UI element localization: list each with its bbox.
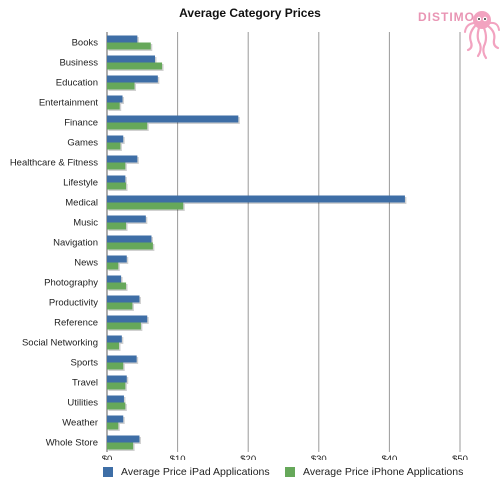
legend-item-iphone: Average Price iPhone Applications bbox=[285, 466, 463, 478]
category-label: Sports bbox=[71, 358, 99, 369]
category-label: Medical bbox=[65, 198, 98, 209]
bar-iphone bbox=[107, 62, 163, 70]
category-label: Finance bbox=[64, 118, 98, 129]
bar-iphone bbox=[107, 322, 141, 330]
category-label: Books bbox=[72, 38, 99, 49]
category-label: Music bbox=[73, 218, 98, 229]
bar-iphone bbox=[107, 402, 126, 410]
bar-ipad bbox=[107, 135, 124, 143]
octopus-icon bbox=[464, 11, 500, 60]
bar-iphone bbox=[107, 182, 127, 190]
bar-iphone bbox=[107, 162, 126, 170]
x-tick-label: $30 bbox=[311, 454, 327, 460]
bar-ipad bbox=[107, 275, 122, 283]
bar-ipad bbox=[107, 155, 138, 163]
bar-iphone bbox=[107, 202, 184, 210]
bar-iphone bbox=[107, 242, 153, 250]
legend-swatch-iphone bbox=[285, 467, 295, 477]
category-label: Lifestyle bbox=[63, 178, 98, 189]
bar-ipad bbox=[107, 395, 124, 403]
category-label: Reference bbox=[54, 318, 98, 329]
x-tick-label: $50 bbox=[452, 454, 468, 460]
bar-iphone bbox=[107, 362, 124, 370]
bar-iphone bbox=[107, 282, 127, 290]
bar-ipad bbox=[107, 235, 152, 243]
svg-text:DISTIMO: DISTIMO bbox=[418, 10, 475, 24]
bar-ipad bbox=[107, 375, 127, 383]
bar-chart: $0 $10 $20 $30 $40 $50 Books Business Education E… bbox=[10, 32, 468, 460]
bar-ipad bbox=[107, 35, 138, 43]
legend-label-ipad: Average Price iPad Applications bbox=[121, 466, 270, 478]
legend-item-ipad: Average Price iPad Applications bbox=[103, 466, 270, 478]
bar-ipad bbox=[107, 215, 146, 223]
category-label: Healthcare & Fitness bbox=[10, 158, 98, 169]
bar-ipad bbox=[107, 115, 239, 123]
category-label: Utilities bbox=[67, 398, 98, 409]
category-label: Business bbox=[59, 58, 98, 69]
bar-iphone bbox=[107, 342, 120, 350]
bar-iphone bbox=[107, 382, 126, 390]
category-label: Travel bbox=[72, 378, 98, 389]
bar-ipad bbox=[107, 95, 123, 103]
category-label: Whole Store bbox=[46, 438, 98, 449]
category-label: Games bbox=[67, 138, 98, 149]
bar-iphone bbox=[107, 82, 135, 90]
chart-title: Average Category Prices bbox=[179, 6, 321, 20]
bar-ipad bbox=[107, 355, 137, 363]
category-label: Weather bbox=[62, 418, 98, 429]
bar-ipad bbox=[107, 295, 140, 303]
bar-ipad bbox=[107, 195, 405, 203]
bar-ipad bbox=[107, 415, 124, 423]
category-label: Entertainment bbox=[39, 98, 99, 109]
bar-iphone bbox=[107, 142, 121, 150]
bar-iphone bbox=[107, 122, 148, 130]
category-label: Education bbox=[56, 78, 98, 89]
bar-iphone bbox=[107, 442, 134, 450]
x-tick-label: $0 bbox=[102, 454, 113, 460]
x-tick-label: $40 bbox=[381, 454, 397, 460]
bar-ipad bbox=[107, 175, 126, 183]
category-label: News bbox=[74, 258, 98, 269]
category-label: Productivity bbox=[49, 298, 98, 309]
bar-iphone bbox=[107, 102, 120, 110]
legend-swatch-ipad bbox=[103, 467, 113, 477]
category-label: Photography bbox=[44, 278, 98, 289]
bar-ipad bbox=[107, 55, 156, 63]
x-tick-label: $10 bbox=[170, 454, 186, 460]
bar-ipad bbox=[107, 435, 140, 443]
bar-iphone bbox=[107, 262, 119, 270]
bar-ipad bbox=[107, 335, 122, 343]
bar-iphone bbox=[107, 42, 151, 50]
bar-iphone bbox=[107, 302, 133, 310]
legend-label-iphone: Average Price iPhone Applications bbox=[303, 466, 464, 478]
x-tick-label: $20 bbox=[240, 454, 256, 460]
distimo-logo: DISTIMO bbox=[418, 4, 500, 64]
bar-iphone bbox=[107, 422, 119, 430]
bar-ipad bbox=[107, 255, 127, 263]
bar-ipad bbox=[107, 315, 148, 323]
category-label: Social Networking bbox=[22, 338, 98, 349]
category-label: Navigation bbox=[53, 238, 98, 249]
bar-iphone bbox=[107, 222, 127, 230]
bar-ipad bbox=[107, 75, 158, 83]
